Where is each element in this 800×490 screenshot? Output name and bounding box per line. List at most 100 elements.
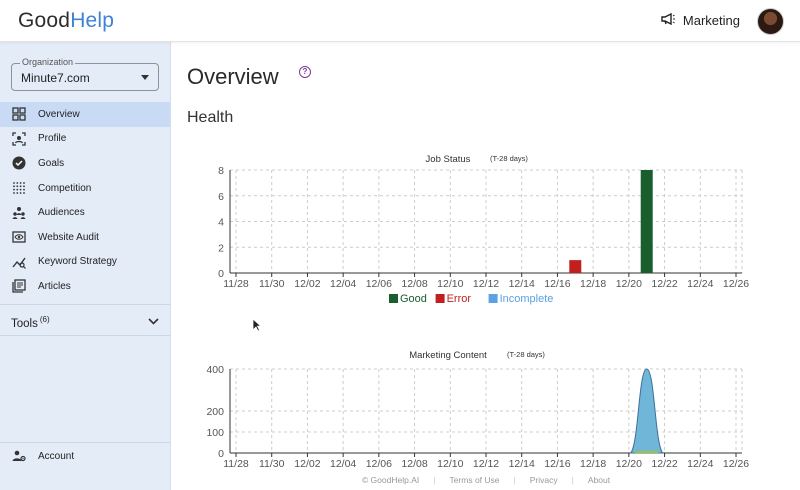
sidebar-item-overview[interactable]: Overview (0, 102, 170, 127)
sidebar-item-goals[interactable]: Goals (0, 151, 170, 176)
sidebar-nav: Overview Profile Goals Competition Audie… (0, 102, 170, 299)
y-tick-label: 0 (218, 448, 224, 460)
sidebar-item-website-audit[interactable]: Website Audit (0, 225, 170, 250)
y-tick-label: 200 (206, 406, 224, 418)
check-circle-icon (12, 156, 26, 170)
y-tick-label: 400 (206, 364, 224, 376)
x-tick-label: 12/02 (294, 278, 320, 290)
help-icon[interactable]: ? (299, 66, 311, 78)
sidebar-item-competition[interactable]: Competition (0, 176, 170, 201)
sidebar-item-label: Audiences (38, 207, 85, 219)
footer-about-link[interactable]: About (587, 475, 611, 485)
x-tick-label: 12/06 (366, 458, 392, 470)
x-tick-label: 12/20 (616, 458, 642, 470)
legend-label: Incomplete (500, 293, 554, 305)
sidebar-item-audiences[interactable]: Audiences (0, 200, 170, 225)
sidebar-divider (0, 335, 170, 336)
x-tick-label: 12/26 (723, 278, 749, 290)
y-tick-label: 6 (218, 191, 224, 203)
dashboard-icon (12, 107, 26, 121)
sidebar-item-account[interactable]: Account (0, 444, 170, 468)
footer-separator: | (433, 475, 436, 485)
eye-icon (12, 230, 26, 244)
sidebar-item-articles[interactable]: Articles (0, 274, 170, 299)
sidebar-item-label: Goals (38, 157, 65, 169)
chevron-down-icon (148, 316, 159, 328)
y-tick-label: 4 (218, 217, 224, 229)
sidebar-item-label: Overview (38, 108, 80, 120)
footer-terms-link[interactable]: Terms of Use (449, 475, 500, 485)
x-tick-label: 12/22 (651, 458, 677, 470)
bar-error (569, 260, 582, 273)
team-selector[interactable]: Marketing (661, 12, 740, 28)
sidebar-divider (0, 304, 170, 305)
chart-title: Job Status (426, 154, 471, 165)
main-content: Overview ? Health (172, 42, 800, 490)
x-tick-label: 12/08 (401, 278, 427, 290)
sidebar-divider (0, 442, 170, 443)
x-tick-label: 12/18 (580, 278, 606, 290)
section-title: Health (187, 109, 234, 126)
sidebar-item-label: Keyword Strategy (38, 256, 117, 268)
organization-select[interactable]: Organization Minute7.com (11, 57, 159, 91)
caret-down-icon (141, 75, 149, 80)
sidebar-item-label: Competition (38, 182, 92, 194)
legend-swatch (488, 294, 498, 303)
sidebar: Organization Minute7.com Overview Profil… (0, 42, 171, 490)
legend-label: Good (400, 293, 427, 305)
x-tick-label: 12/12 (473, 458, 499, 470)
sidebar-item-keyword-strategy[interactable]: Keyword Strategy (0, 250, 170, 275)
legend-label: Error (447, 293, 472, 305)
tools-count: (6) (39, 315, 50, 324)
sidebar-item-profile[interactable]: Profile (0, 127, 170, 152)
x-tick-label: 12/24 (687, 458, 713, 470)
x-tick-label: 11/28 (223, 458, 249, 470)
profile-icon (12, 132, 26, 146)
chart-subtitle: (T-28 days) (507, 350, 545, 359)
organization-value: Minute7.com (21, 71, 90, 85)
x-tick-label: 12/16 (544, 278, 570, 290)
footer-separator: | (513, 475, 516, 485)
footer: © GoodHelp.AI | Terms of Use | Privacy |… (172, 470, 800, 490)
x-tick-label: 11/30 (259, 278, 285, 290)
x-tick-label: 12/10 (437, 278, 463, 290)
x-tick-label: 12/10 (437, 458, 463, 470)
x-tick-label: 12/26 (723, 458, 749, 470)
goodhelp-logo[interactable]: GoodHelp (18, 9, 114, 33)
x-tick-label: 12/22 (651, 278, 677, 290)
logo-text-help: Help (70, 9, 115, 32)
mouse-cursor-icon (252, 318, 262, 332)
x-tick-label: 12/04 (330, 458, 356, 470)
tools-label: Tools (11, 317, 38, 330)
x-tick-label: 12/24 (687, 278, 713, 290)
team-label: Marketing (682, 13, 740, 28)
x-tick-label: 12/14 (509, 458, 535, 470)
account-label: Account (38, 450, 75, 462)
y-tick-label: 2 (218, 242, 224, 254)
x-tick-label: 12/20 (616, 278, 642, 290)
y-tick-label: 8 (218, 165, 224, 177)
sidebar-item-label: Website Audit (38, 231, 99, 243)
sidebar-item-label: Articles (38, 280, 71, 292)
x-tick-label: 12/06 (366, 278, 392, 290)
y-tick-label: 100 (206, 427, 224, 439)
articles-icon (12, 279, 26, 294)
top-header: GoodHelp Marketing (0, 0, 800, 42)
sidebar-item-label: Profile (38, 133, 67, 145)
legend-swatch (435, 294, 445, 303)
user-avatar[interactable] (757, 8, 784, 35)
grid-dots-icon (12, 181, 26, 195)
x-tick-label: 12/12 (473, 278, 499, 290)
x-tick-label: 12/04 (330, 278, 356, 290)
tools-toggle[interactable]: Tools (6) (11, 315, 159, 330)
x-tick-label: 11/30 (259, 458, 285, 470)
organization-label: Organization (20, 57, 76, 67)
bar-good (640, 170, 653, 273)
y-tick-label: 0 (218, 268, 224, 280)
account-settings-icon (12, 449, 26, 463)
footer-privacy-link[interactable]: Privacy (529, 475, 558, 485)
x-tick-label: 12/02 (294, 458, 320, 470)
x-tick-label: 11/28 (223, 278, 249, 290)
x-tick-label: 12/08 (401, 458, 427, 470)
